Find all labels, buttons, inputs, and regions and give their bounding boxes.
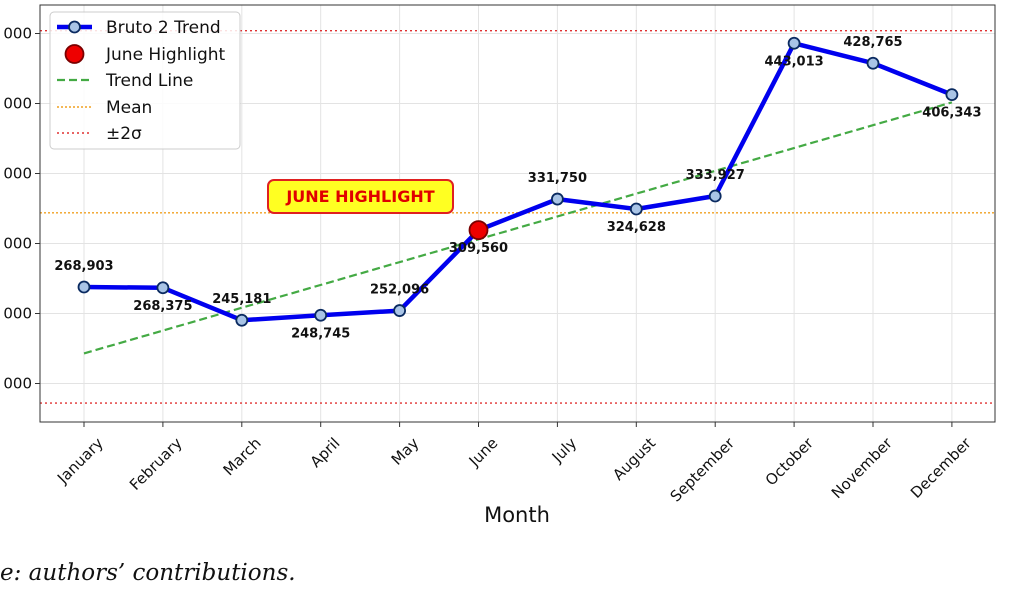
y-tick-label: 000	[3, 375, 32, 393]
legend-label-highlight: June Highlight	[105, 45, 226, 65]
y-tick-label: 000	[3, 165, 32, 183]
data-point	[551, 192, 564, 206]
highlight-annotation-text: JUNE HIGHLIGHT	[285, 187, 434, 206]
x-tick-label: July	[548, 434, 581, 467]
x-tick-label: April	[307, 434, 344, 471]
data-point	[866, 56, 880, 70]
legend-label-2sigma: ±2σ	[106, 124, 142, 144]
highlight-annotation-box	[267, 179, 454, 214]
data-point	[945, 88, 959, 102]
data-label: 406,343	[922, 106, 981, 121]
data-label: 309,560	[449, 241, 508, 256]
legend-label-mean: Mean	[106, 98, 152, 118]
highlight-annotation: JUNE HIGHLIGHT	[267, 179, 454, 214]
data-label: 268,375	[133, 299, 192, 314]
data-label: 252,096	[370, 283, 429, 298]
x-tick-label: February	[126, 434, 186, 494]
data-label: 324,628	[607, 220, 666, 235]
x-tick-label: December	[907, 434, 975, 502]
legend-label-trend: Trend Line	[105, 71, 193, 91]
x-tick-label: October	[762, 434, 818, 490]
data-label: 333,927	[686, 168, 745, 183]
series-line-bruto-2-trend	[81, 41, 955, 323]
data-label: 268,903	[54, 259, 113, 274]
series-layer	[77, 36, 959, 355]
data-point	[156, 281, 170, 295]
x-tick-label: September	[667, 434, 739, 506]
x-tick-label: May	[388, 434, 423, 469]
data-labels: 268,903 268,375 245,181 248,745 252,096 309,5…	[54, 35, 981, 341]
data-point	[787, 36, 801, 50]
x-tick-label: June	[465, 434, 502, 471]
x-tick-label: November	[828, 434, 896, 502]
x-tick-label: March	[220, 434, 265, 479]
data-point	[629, 202, 643, 216]
y-tick-label: 000	[3, 95, 32, 113]
legend-label-series: Bruto 2 Trend	[106, 18, 221, 38]
x-tick-label: January	[53, 434, 107, 488]
axes-frame	[39, 4, 996, 423]
legend: Bruto 2 Trend June Highlight Trend Line Mea…	[49, 11, 241, 150]
x-tick-label: August	[609, 434, 659, 484]
data-point	[235, 313, 249, 327]
legend-marker-series	[68, 20, 81, 34]
data-point	[393, 304, 407, 317]
data-label: 245,181	[212, 292, 271, 307]
data-label: 248,745	[291, 326, 350, 341]
data-label: 443,013	[764, 54, 823, 69]
y-tick-label: 000	[3, 305, 32, 323]
y-tick-label: 000	[3, 235, 32, 253]
trend-line	[83, 101, 953, 355]
y-tick-label: 000	[3, 25, 32, 43]
legend-marker-highlight	[64, 44, 85, 64]
data-point	[314, 308, 328, 322]
data-label: 428,765	[843, 35, 902, 50]
legend-box	[49, 11, 241, 150]
figure-caption: e: authors’ contributions.	[0, 560, 296, 586]
x-axis-label: Month	[484, 503, 550, 527]
data-label: 331,750	[528, 171, 587, 186]
data-point	[708, 189, 722, 203]
data-point	[77, 280, 91, 294]
highlight-point	[468, 220, 489, 241]
